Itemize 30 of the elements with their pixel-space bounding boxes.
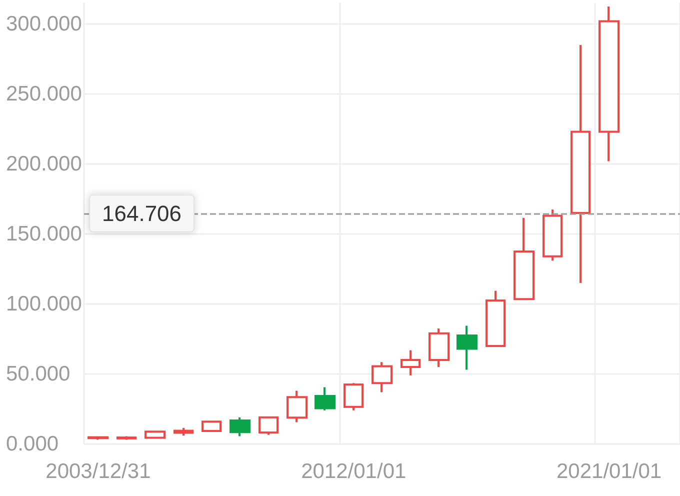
candlestick (570, 44, 590, 284)
y-tick-label: 100.000 (6, 292, 82, 316)
candlestick (400, 349, 420, 376)
x-tick-label: 2012/01/01 (301, 460, 406, 483)
candlestick (428, 328, 450, 368)
y-tick-label: 150.000 (6, 222, 82, 246)
candlestick (542, 208, 562, 262)
candlestick (314, 386, 336, 412)
candlestick (230, 416, 250, 438)
y-tick-label: 50.000 (6, 362, 70, 386)
candlestick (258, 416, 278, 436)
candlestick (202, 420, 222, 432)
y-tick-label: 200.000 (6, 152, 82, 176)
candlestick (116, 435, 136, 441)
candlestick (88, 435, 108, 441)
candlestick (174, 426, 194, 437)
candlestick (514, 216, 534, 301)
candlestick (344, 382, 364, 412)
candlestick (144, 430, 166, 439)
candlestick (486, 290, 506, 348)
y-tick-label: 0.000 (6, 432, 59, 456)
candlestick (286, 390, 308, 424)
candlestick (598, 6, 620, 162)
x-tick-label: 2003/12/31 (46, 460, 151, 483)
x-tick-label: 2021/01/01 (556, 460, 662, 483)
ref-line-label: 164.706 (102, 200, 182, 226)
candlestick (372, 361, 392, 394)
y-tick-label: 300.000 (6, 12, 82, 36)
y-tick-label: 250.000 (6, 82, 82, 106)
candlestick (456, 324, 478, 371)
